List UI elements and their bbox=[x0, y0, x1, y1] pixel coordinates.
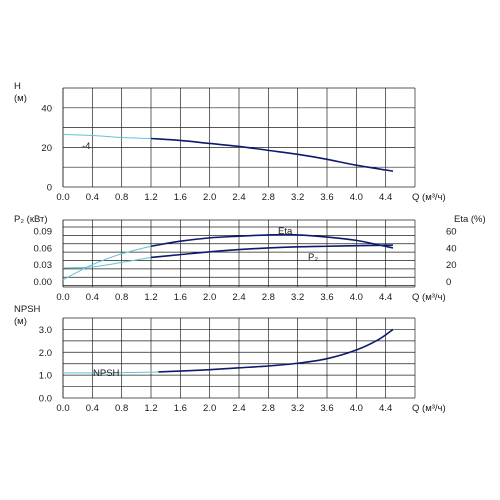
x-tick-label: 2.8 bbox=[262, 192, 275, 203]
y-tick-label: 0 bbox=[47, 183, 52, 194]
x-tick-label: 1.2 bbox=[144, 292, 157, 303]
y-tick-label: 1.0 bbox=[39, 371, 52, 382]
x-axis-label: Q (м³/ч) bbox=[412, 403, 446, 414]
y-axis-label: NPSH bbox=[14, 304, 41, 315]
x-tick-label: 2.8 bbox=[262, 403, 275, 414]
x-tick-label: 2.0 bbox=[203, 403, 216, 414]
x-axis-label: Q (м³/ч) bbox=[412, 192, 446, 203]
x-tick-label: 0.4 bbox=[86, 403, 99, 414]
y-tick-label: 0.03 bbox=[34, 260, 53, 271]
x-tick-label: 0.0 bbox=[56, 403, 69, 414]
eta-curve-line bbox=[150, 233, 394, 249]
y-tick-label: 40 bbox=[41, 103, 52, 114]
x-tick-label: 1.6 bbox=[174, 403, 187, 414]
y-tick-label: 3.0 bbox=[39, 325, 52, 336]
x-tick-label: 2.4 bbox=[232, 292, 245, 303]
x-tick-label: 3.2 bbox=[291, 192, 304, 203]
x-tick-label: 2.8 bbox=[262, 292, 275, 303]
npsh-curve-extrapolated-line bbox=[62, 371, 159, 374]
x-tick-label: 2.0 bbox=[203, 192, 216, 203]
x-tick-label: 4.0 bbox=[350, 292, 363, 303]
y-axis-label: P₂ (кВт) bbox=[14, 214, 48, 225]
x-tick-label: 4.4 bbox=[379, 403, 392, 414]
x-tick-label: 0.8 bbox=[115, 192, 128, 203]
x-tick-label: 4.0 bbox=[350, 192, 363, 203]
x-tick-label: 2.0 bbox=[203, 292, 216, 303]
y-tick-label: 0.09 bbox=[34, 227, 53, 238]
power-curve-label: P₂ bbox=[308, 252, 318, 263]
y2-tick-label: 60 bbox=[446, 227, 457, 238]
head-curve-extrapolated-line bbox=[62, 134, 152, 139]
x-tick-label: 0.0 bbox=[56, 292, 69, 303]
x-tick-label: 2.4 bbox=[232, 403, 245, 414]
x-tick-label: 4.0 bbox=[350, 403, 363, 414]
y-tick-label: 0.00 bbox=[34, 277, 53, 288]
power-curve-extrapolated-line bbox=[62, 256, 152, 269]
curve-label: -4 bbox=[82, 141, 90, 152]
x-tick-label: 0.8 bbox=[115, 403, 128, 414]
y2-tick-label: 0 bbox=[446, 277, 451, 288]
x-tick-label: 2.4 bbox=[232, 192, 245, 203]
x-tick-label: 4.4 bbox=[379, 292, 392, 303]
x-tick-label: 3.2 bbox=[291, 292, 304, 303]
power-curve-line bbox=[150, 244, 394, 259]
x-tick-label: 3.2 bbox=[291, 403, 304, 414]
x-tick-label: 3.6 bbox=[320, 403, 333, 414]
y-axis-unit: (м) bbox=[14, 93, 27, 104]
y-tick-label: 0.06 bbox=[34, 243, 53, 254]
x-tick-label: 1.6 bbox=[174, 192, 187, 203]
y-tick-label: 0.0 bbox=[39, 394, 52, 405]
x-tick-label: 4.4 bbox=[379, 192, 392, 203]
x-tick-label: 1.2 bbox=[144, 192, 157, 203]
y-tick-label: 2.0 bbox=[39, 348, 52, 359]
y2-tick-label: 40 bbox=[446, 243, 457, 254]
eta-curve-extrapolated-line bbox=[62, 245, 152, 281]
eta-curve-label: Eta bbox=[278, 226, 293, 237]
npsh-curve-label: NPSH bbox=[93, 368, 120, 379]
x-tick-label: 0.4 bbox=[86, 292, 99, 303]
x-axis-label: Q (м³/ч) bbox=[412, 292, 446, 303]
head-chart-panel: 0 20 40 H(м) 0.0 0.4 0.8 1.2 1.6 2.0 2.4 2.8 3.2 3.6 4… bbox=[14, 81, 446, 203]
y-axis-unit: (м) bbox=[14, 316, 27, 327]
y-tick-label: 20 bbox=[41, 143, 52, 154]
power-efficiency-chart-panel: 0.00 0.03 0.06 0.09 0 20 40 60 P₂ (кВт) Eta (%) 0.… bbox=[14, 214, 486, 303]
y2-tick-label: 20 bbox=[446, 260, 457, 271]
x-tick-label: 1.2 bbox=[144, 403, 157, 414]
y-axis-label: H bbox=[14, 81, 21, 92]
x-tick-label: 0.8 bbox=[115, 292, 128, 303]
npsh-curve-line bbox=[158, 328, 394, 373]
head-curve-line bbox=[150, 137, 394, 172]
y2-axis-label: Eta (%) bbox=[454, 214, 486, 225]
x-tick-label: 3.6 bbox=[320, 192, 333, 203]
x-tick-label: 1.6 bbox=[174, 292, 187, 303]
x-tick-label: 0.0 bbox=[56, 192, 69, 203]
x-tick-label: 0.4 bbox=[86, 192, 99, 203]
x-tick-label: 3.6 bbox=[320, 292, 333, 303]
